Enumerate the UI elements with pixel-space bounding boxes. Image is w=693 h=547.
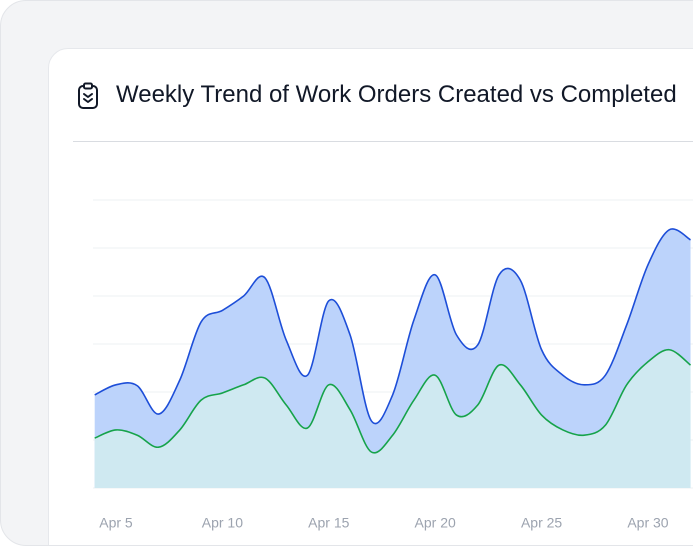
divider [73, 141, 693, 142]
line [94, 228, 691, 425]
chart-title: Weekly Trend of Work Orders Created vs C… [116, 81, 677, 108]
x-tick-label: Apr 10 [202, 515, 243, 531]
clipboard-icon [78, 82, 98, 109]
x-tick-label: Apr 20 [415, 515, 456, 531]
x-tick-label: Apr 15 [308, 515, 349, 531]
x-tick-label: Apr 25 [521, 515, 562, 531]
line [94, 348, 692, 454]
x-tick-label: Apr 5 [99, 515, 133, 531]
area [94, 349, 691, 488]
x-tick-label: Apr 30 [627, 515, 668, 531]
